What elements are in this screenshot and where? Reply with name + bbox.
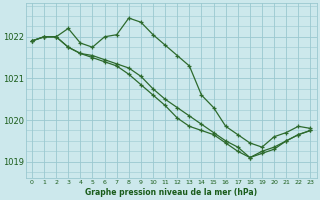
X-axis label: Graphe pression niveau de la mer (hPa): Graphe pression niveau de la mer (hPa) xyxy=(85,188,257,197)
